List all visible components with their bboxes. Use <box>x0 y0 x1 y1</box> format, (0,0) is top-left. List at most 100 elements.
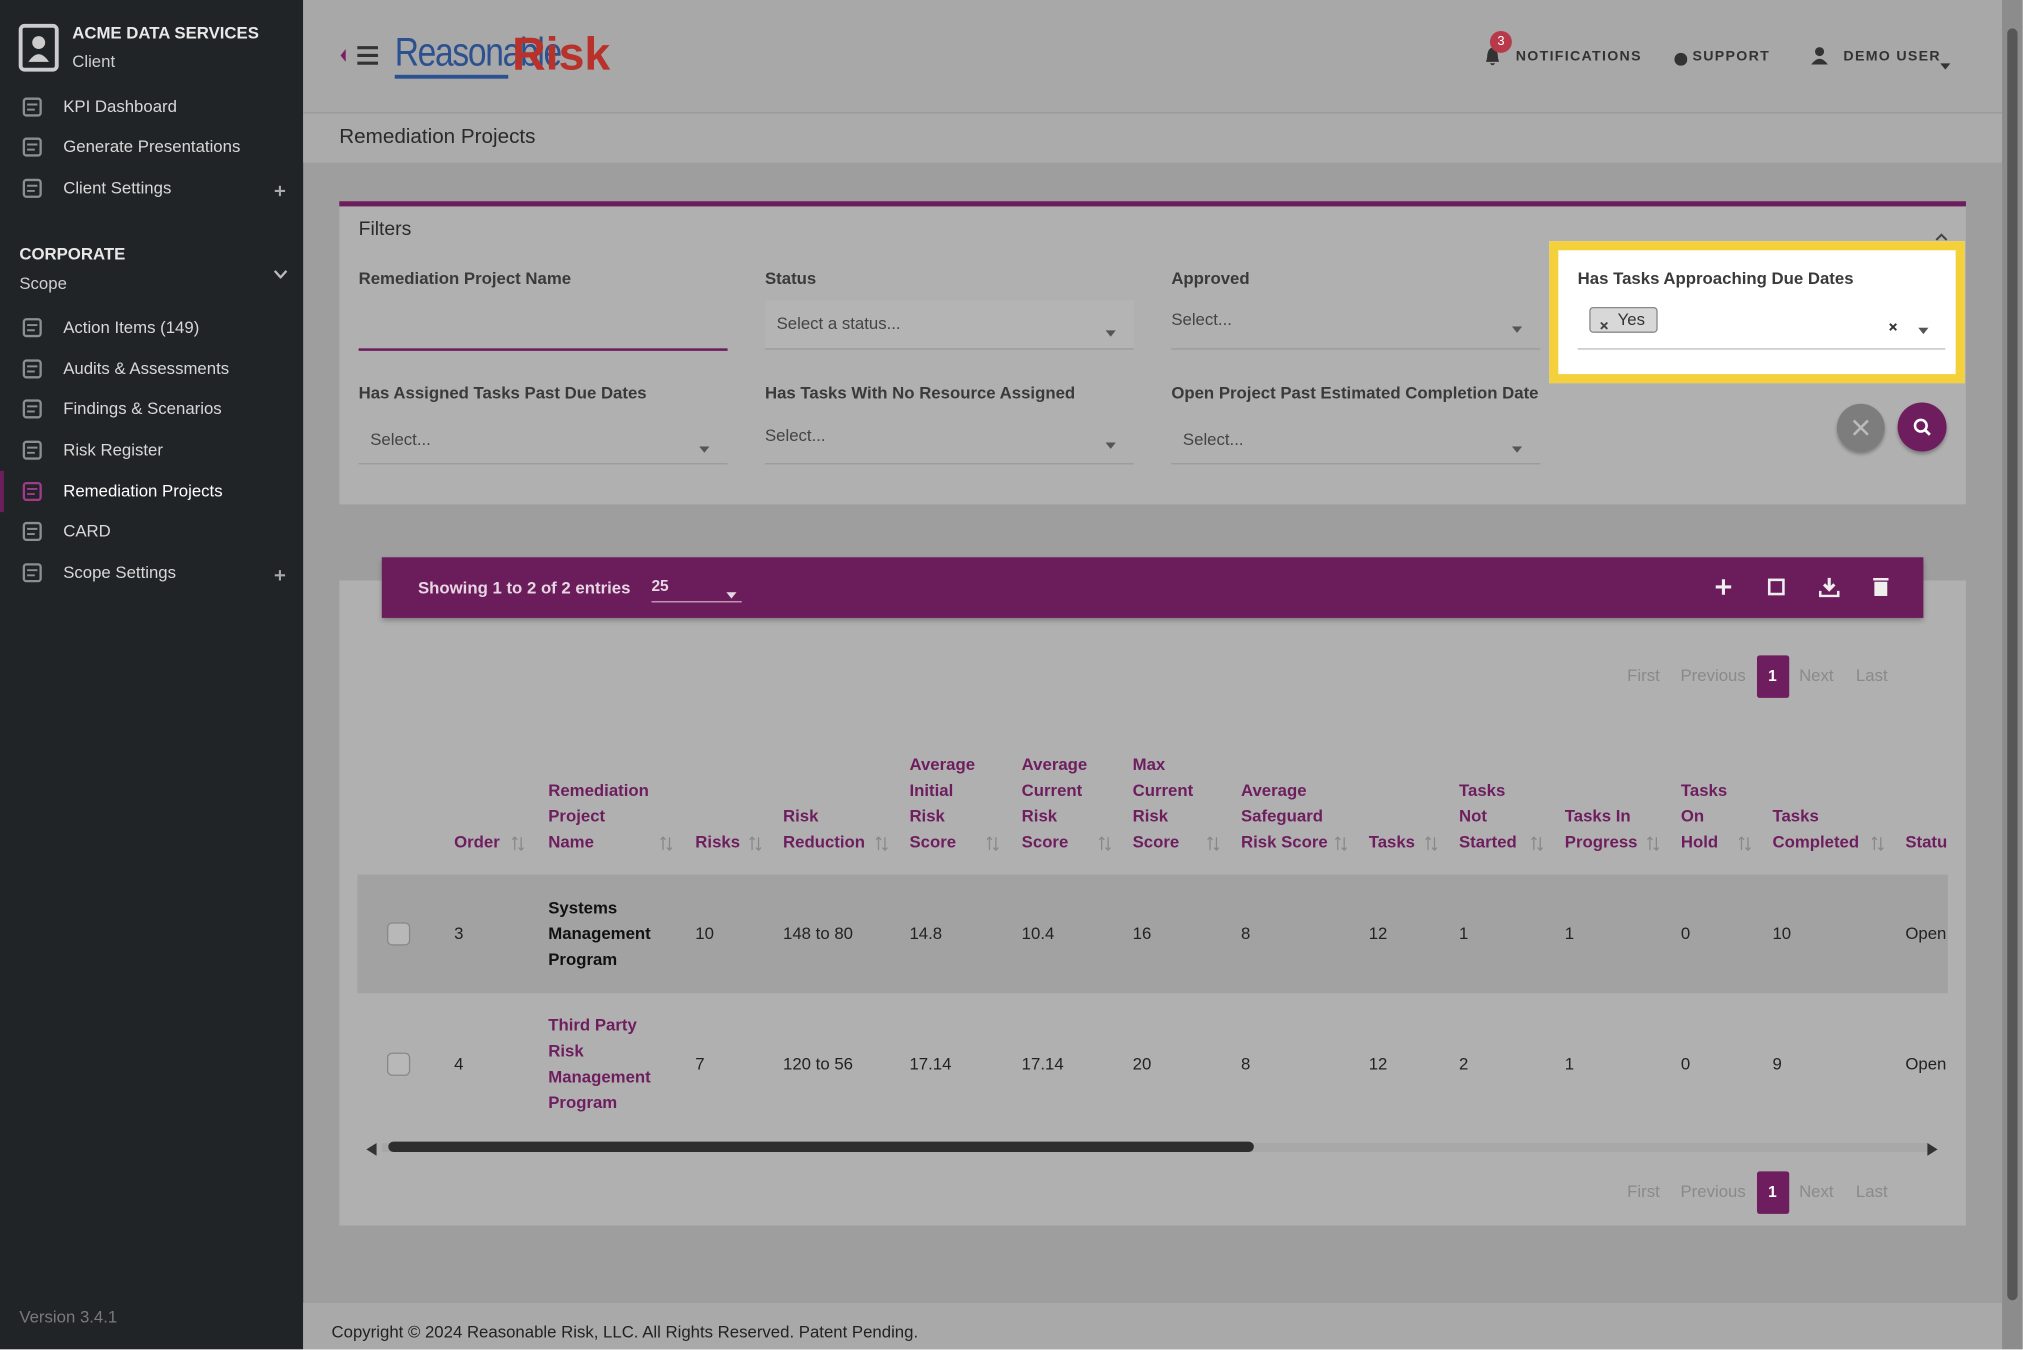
sort-icon[interactable] <box>660 836 673 852</box>
menu-item[interactable]: CARD <box>63 521 111 541</box>
menu-item[interactable]: Client Settings <box>63 178 172 198</box>
sort-icon[interactable] <box>1206 836 1220 852</box>
column-header[interactable]: Tasks On Hold <box>1680 780 1728 852</box>
delete-button[interactable] <box>1873 577 1889 596</box>
search-button[interactable] <box>1897 402 1947 452</box>
column-header[interactable]: Risks <box>695 832 741 852</box>
select-placeholder: Select... <box>1182 429 1244 449</box>
row-checkbox[interactable] <box>387 922 411 946</box>
scroll-thumb[interactable] <box>2007 28 2018 1301</box>
table-cell: 14.8 <box>909 923 943 943</box>
select-underline <box>1577 348 1946 350</box>
sort-icon[interactable] <box>1424 836 1438 852</box>
menu-toggle-svg <box>340 46 378 65</box>
page-link[interactable]: 1 <box>1768 1182 1777 1201</box>
page-link[interactable]: Last <box>1855 1181 1888 1201</box>
page-link[interactable]: Next <box>1799 1181 1834 1201</box>
page-link[interactable]: First <box>1627 1181 1660 1201</box>
remove-tag-svg <box>1600 321 1609 330</box>
menu-item[interactable]: Action Items (149) <box>63 317 200 337</box>
page-link[interactable]: First <box>1627 665 1660 685</box>
table-cell: 0 <box>1680 923 1691 943</box>
notifications-link[interactable]: NOTIFICATIONS <box>1515 49 1642 65</box>
sort-icon[interactable] <box>875 836 888 852</box>
scope-toggle[interactable] <box>273 263 288 280</box>
row-checkbox[interactable] <box>387 1052 411 1076</box>
menu-item[interactable]: KPI Dashboard <box>63 96 177 117</box>
select-input[interactable] <box>764 415 1134 465</box>
column-header[interactable]: Order <box>454 832 500 852</box>
page-link[interactable]: Previous <box>1680 1181 1746 1201</box>
sort-icon[interactable] <box>1871 836 1884 852</box>
add-button[interactable] <box>1714 578 1732 596</box>
current-page[interactable] <box>1756 1171 1790 1214</box>
select-input[interactable] <box>1171 301 1541 350</box>
menu-item[interactable]: Scope Settings <box>63 562 177 582</box>
collapse-icon[interactable] <box>1935 226 1948 241</box>
sort-icon[interactable] <box>1646 836 1660 852</box>
sort-icon[interactable] <box>511 836 525 852</box>
sort-icon[interactable] <box>1738 836 1751 852</box>
menu-icon <box>22 562 43 583</box>
scroll-left[interactable] <box>366 1140 377 1156</box>
expand-icon[interactable] <box>273 566 286 581</box>
h-scrollbar-thumb[interactable] <box>388 1141 1254 1152</box>
project-name[interactable]: Third Party Risk Management Program <box>548 1015 651 1112</box>
sort-icon[interactable] <box>1334 836 1348 852</box>
column-header[interactable]: Max Current Risk Score <box>1132 754 1194 852</box>
add-button-svg <box>1715 579 1732 595</box>
menu-toggle[interactable] <box>338 44 379 67</box>
select-input[interactable] <box>1171 415 1541 465</box>
sort-icon[interactable] <box>749 836 762 852</box>
sort-icon-svg <box>511 836 525 852</box>
support-link[interactable]: SUPPORT <box>1692 49 1771 65</box>
client-avatar-svg <box>18 23 59 72</box>
column-header[interactable]: Remediation Project Name <box>548 780 649 852</box>
column-header[interactable]: Risk Reduction <box>783 806 866 852</box>
menu-item[interactable]: Findings & Scenarios <box>63 398 222 418</box>
clear-selection[interactable] <box>1889 316 1898 331</box>
select-placeholder: Select... <box>764 425 826 446</box>
menu-icon-svg <box>22 178 42 198</box>
select-input[interactable] <box>764 300 1134 350</box>
menu-item[interactable]: Audits & Assessments <box>63 358 230 378</box>
page-link[interactable]: 1 <box>1768 666 1777 685</box>
current-page[interactable] <box>1756 655 1790 698</box>
page-link[interactable]: Last <box>1855 665 1888 685</box>
column-header[interactable]: Average Current Risk Score <box>1021 754 1088 852</box>
export-button[interactable] <box>1818 577 1840 598</box>
sort-icon[interactable] <box>1530 836 1544 852</box>
caret-icon <box>1511 317 1523 333</box>
table-cell: Open <box>1905 923 1947 943</box>
page-size-select[interactable]: 25 <box>651 576 669 595</box>
page-link[interactable]: Previous <box>1680 665 1746 685</box>
sort-icon-svg <box>660 836 673 852</box>
scroll-right[interactable] <box>1927 1140 1938 1156</box>
select-all-button[interactable] <box>1767 578 1785 596</box>
column-header[interactable]: Tasks Completed <box>1772 806 1860 852</box>
text-input[interactable] <box>358 348 728 351</box>
filter-label: Has Tasks Approaching Due Dates <box>1577 268 1854 288</box>
sort-icon[interactable] <box>1098 836 1112 852</box>
expand-icon[interactable] <box>273 182 286 197</box>
menu-item[interactable]: Remediation Projects <box>63 481 223 501</box>
menu-item[interactable]: Risk Register <box>63 439 163 460</box>
select-input[interactable] <box>358 415 728 465</box>
column-header[interactable]: Tasks Not Started <box>1458 780 1517 852</box>
menu-item[interactable]: Generate Presentations <box>63 136 241 157</box>
sort-icon-svg <box>1334 836 1348 852</box>
scroll-left-svg <box>366 1142 377 1156</box>
column-header[interactable]: Average Safeguard Risk Score <box>1240 780 1328 852</box>
column-header[interactable]: Status <box>1905 832 1948 852</box>
page-link[interactable]: Next <box>1799 665 1834 685</box>
column-header[interactable]: Average Initial Risk Score <box>909 754 976 852</box>
scroll-right-svg <box>1927 1142 1938 1156</box>
column-header[interactable]: Tasks <box>1368 832 1416 852</box>
column-header[interactable]: Tasks In Progress <box>1564 806 1638 852</box>
help-icon <box>1674 50 1688 66</box>
caret-icon-svg <box>1918 327 1929 335</box>
sort-icon[interactable] <box>986 836 999 852</box>
user-menu[interactable]: DEMO USER <box>1843 49 1941 65</box>
menu-icon <box>22 521 43 542</box>
